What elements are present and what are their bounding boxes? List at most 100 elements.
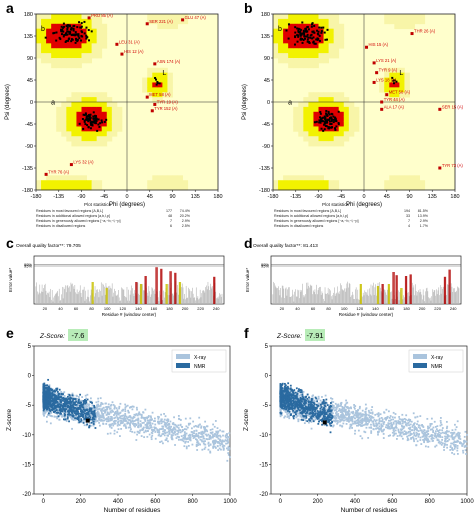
error-bar (413, 285, 415, 304)
xray-point (222, 448, 225, 451)
error-bar (99, 289, 101, 304)
error-bar (316, 284, 317, 304)
xray-point (204, 446, 207, 449)
xray-point (105, 402, 107, 405)
x-axis-label: Phi (degrees) (109, 202, 145, 208)
xray-point (279, 409, 282, 412)
xray-point (150, 438, 153, 441)
xray-point (410, 437, 413, 439)
xray-point (50, 407, 53, 410)
region-cell (81, 58, 87, 64)
xray-point (432, 429, 435, 432)
region-cell (111, 121, 118, 127)
region-cell (71, 111, 77, 118)
xray-point (212, 423, 215, 426)
nmr-point (47, 394, 50, 397)
xray-point (158, 428, 161, 431)
error-bar-high (395, 275, 397, 304)
error-bar (93, 296, 95, 304)
xray-point (133, 416, 136, 419)
xray-point (227, 446, 230, 449)
error-bar (126, 286, 128, 304)
residue-point (334, 118, 337, 121)
nmr-point (62, 418, 65, 421)
region-cell (76, 23, 82, 30)
xray-point (393, 432, 396, 435)
region-cell (273, 43, 279, 49)
xray-point (117, 428, 120, 431)
panel-label-c: c (6, 235, 14, 251)
error-bar (114, 288, 115, 304)
nmr-point (44, 391, 47, 394)
region-cell (308, 106, 314, 113)
error-bar (95, 293, 97, 304)
xray-point (452, 441, 455, 444)
xray-point (191, 443, 194, 446)
region-cell (293, 28, 299, 34)
region-cell (46, 23, 52, 30)
xray-point (85, 406, 88, 409)
nmr-point (42, 409, 45, 412)
region-cell (56, 111, 62, 118)
xray-point (422, 432, 424, 435)
region-cell (328, 92, 335, 98)
xray-point (157, 434, 160, 437)
error-bar-warning (378, 286, 380, 304)
residue-point (66, 30, 69, 33)
region-cell (157, 180, 163, 186)
xray-point (160, 440, 163, 443)
xray-point (397, 420, 400, 422)
residue-point (322, 116, 325, 119)
error-bar (438, 287, 440, 304)
region-cell (318, 14, 324, 20)
xray-point (129, 424, 132, 427)
xray-point (281, 393, 284, 396)
nmr-point (64, 405, 67, 407)
region-cell (293, 185, 299, 191)
nmr-point (54, 396, 56, 399)
x-tick-label: 90 (169, 194, 175, 200)
xray-point (418, 424, 421, 427)
region-cell (323, 121, 330, 127)
xray-point (131, 422, 134, 425)
error-bar (375, 284, 376, 304)
region-cell (81, 131, 87, 137)
x-tick-label: 100 (104, 306, 111, 311)
region-cell (76, 92, 82, 98)
xray-point (150, 424, 152, 427)
xray-point (395, 422, 398, 425)
region-cell (333, 18, 340, 25)
xray-point (400, 435, 403, 438)
region-cell (46, 14, 52, 20)
xray-point (389, 415, 392, 417)
residue-point (309, 36, 312, 39)
region-cell (288, 43, 294, 49)
outlier-point (115, 42, 119, 46)
nmr-point (84, 402, 87, 405)
region-cell (323, 92, 330, 98)
region-cell (313, 121, 319, 127)
error-bar (391, 298, 393, 304)
xray-point (388, 422, 391, 425)
xray-point (394, 413, 397, 415)
residue-point (313, 42, 316, 45)
xray-point (179, 438, 182, 441)
region-cell (343, 126, 350, 132)
region-cell (288, 38, 294, 44)
error-bar (356, 298, 358, 304)
region-cell (308, 126, 314, 132)
error-bar-high (145, 276, 147, 304)
region-cell (288, 48, 294, 54)
region-cell (152, 18, 158, 25)
region-cell (404, 175, 410, 181)
residue-point (70, 27, 73, 30)
region-cell (106, 126, 113, 132)
error-bar (328, 294, 330, 304)
xray-point (75, 405, 78, 408)
error-bar (300, 291, 302, 304)
xray-point (364, 403, 367, 406)
xray-point (364, 410, 367, 413)
region-cell (288, 33, 294, 39)
region-cell (101, 28, 108, 34)
error-bar (111, 283, 113, 304)
